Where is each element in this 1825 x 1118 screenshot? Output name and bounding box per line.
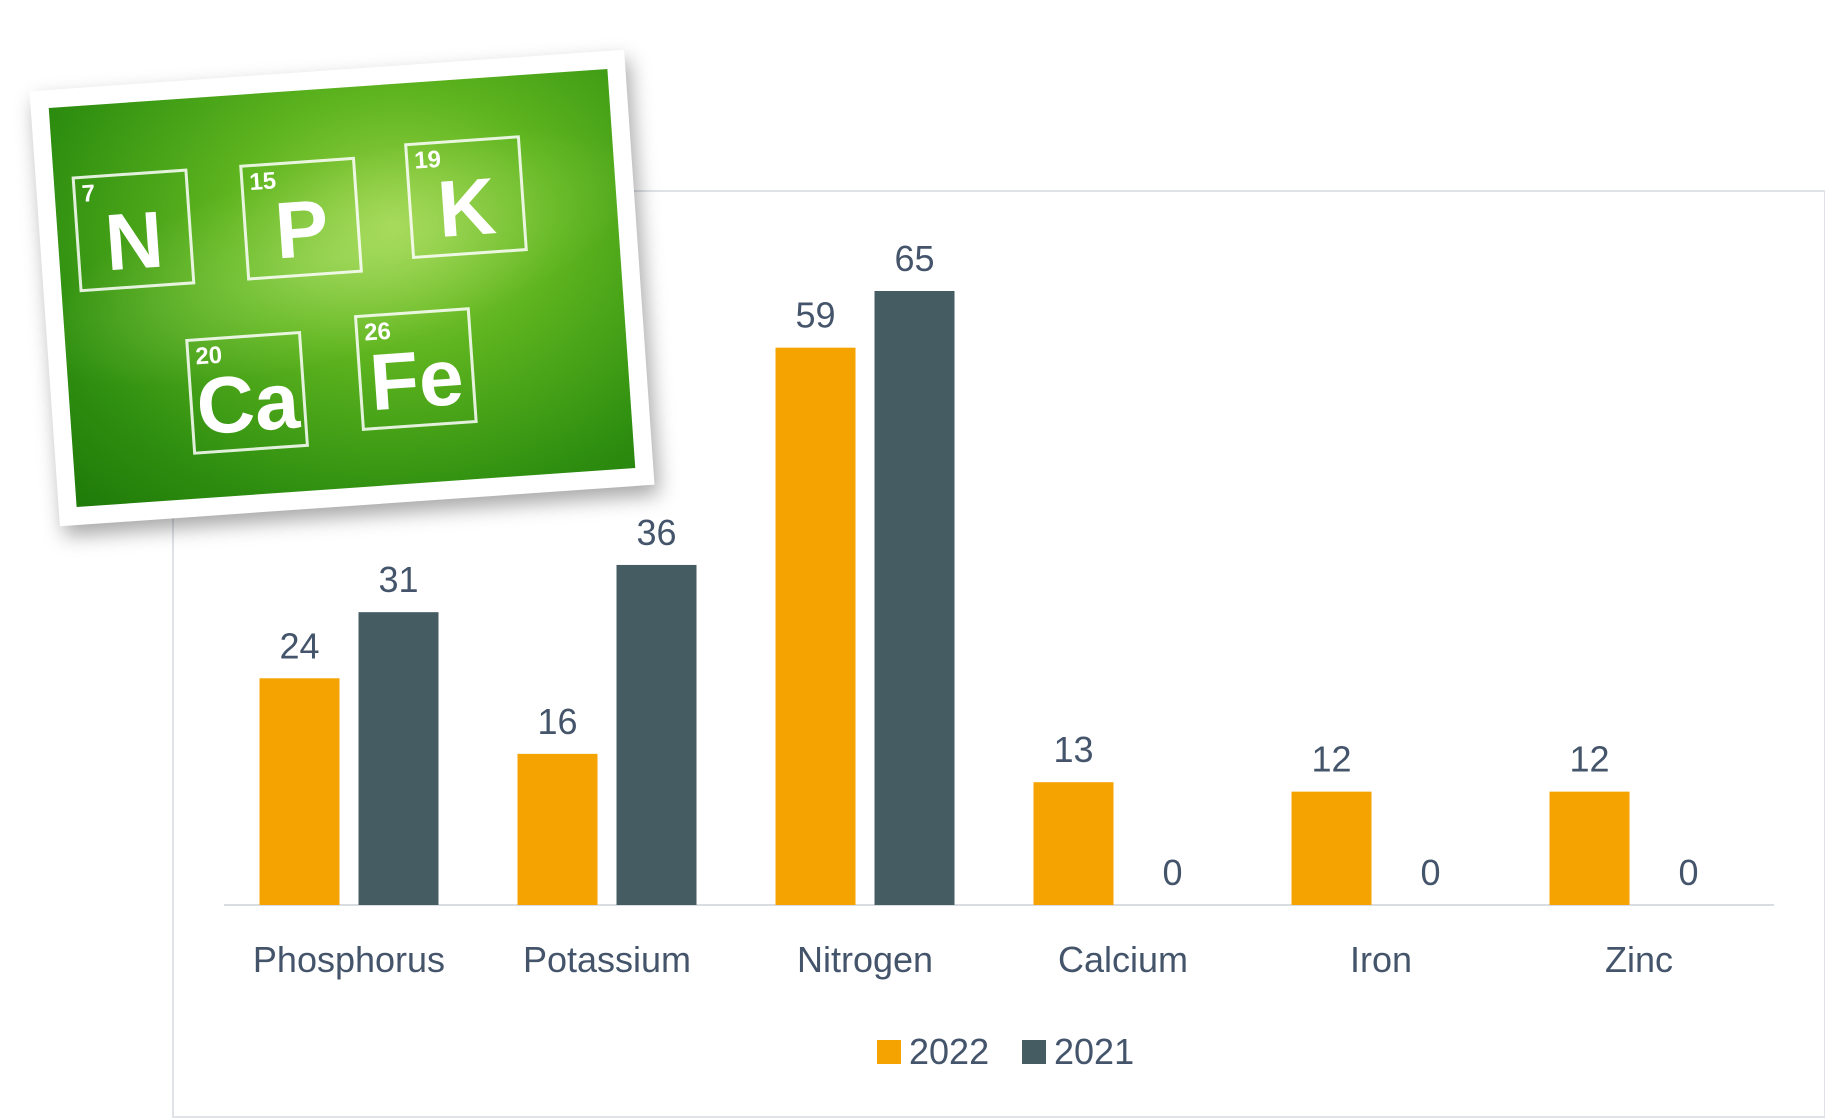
data-label-2021-iron: 0 [1420, 852, 1440, 893]
category-label-phosphorus: Phosphorus [253, 939, 445, 980]
category-label-nitrogen: Nitrogen [797, 939, 933, 980]
data-label-2022-iron: 12 [1311, 739, 1351, 780]
element-symbol: Fe [366, 331, 467, 428]
chart-frame: 24 31 Phosphorus 16 36 Potassium 59 65 Nitrogen 1… [172, 190, 1825, 1118]
legend-swatch-2022 [877, 1040, 901, 1064]
bar-2022-nitrogen [775, 347, 856, 905]
data-label-2022-calcium: 13 [1053, 729, 1093, 770]
bar-chart: 24 31 Phosphorus 16 36 Potassium 59 65 Nitrogen 1… [224, 238, 1774, 1072]
legend-label-2021: 2021 [1054, 1031, 1134, 1072]
bar-2022-phosphorus [259, 678, 340, 905]
category-label-calcium: Calcium [1058, 939, 1188, 980]
green-leaf-background: 7 N 15 P 19 K 20 Ca 26 Fe [48, 68, 636, 508]
bar-2021-nitrogen [874, 291, 955, 905]
bar-2021-potassium [616, 564, 697, 905]
bar-2022-potassium [517, 753, 598, 905]
legend-label-2022: 2022 [909, 1031, 989, 1072]
category-label-potassium: Potassium [523, 939, 691, 980]
element-symbol: N [102, 194, 167, 288]
nutrient-elements-picture: 7 N 15 P 19 K 20 Ca 26 Fe [29, 49, 655, 527]
data-label-2021-calcium: 0 [1162, 852, 1182, 893]
element-tile-n: 7 N [71, 168, 196, 293]
element-tile-fe: 26 Fe [353, 307, 478, 431]
data-label-2021-potassium: 36 [636, 512, 676, 553]
data-label-2021-zinc: 0 [1678, 852, 1698, 893]
data-label-2021-nitrogen: 65 [894, 238, 934, 279]
data-label-2022-nitrogen: 59 [795, 295, 835, 336]
element-tile-p: 15 P [239, 156, 363, 281]
element-symbol: P [272, 182, 332, 276]
category-label-iron: Iron [1350, 939, 1412, 980]
bar-2022-calcium [1033, 782, 1114, 905]
bar-2022-iron [1291, 791, 1372, 905]
data-label-2022-phosphorus: 24 [279, 625, 319, 666]
element-symbol: Ca [193, 355, 302, 452]
bar-2022-zinc [1549, 791, 1630, 905]
data-label-2021-phosphorus: 31 [378, 559, 418, 600]
data-label-2022-zinc: 12 [1569, 739, 1609, 780]
data-label-2022-potassium: 16 [537, 701, 577, 742]
element-symbol: K [434, 161, 499, 255]
category-label-zinc: Zinc [1605, 939, 1673, 980]
bar-2021-phosphorus [358, 612, 439, 905]
element-tile-k: 19 K [404, 135, 528, 260]
legend-swatch-2021 [1022, 1040, 1046, 1064]
element-tile-ca: 20 Ca [185, 330, 309, 455]
